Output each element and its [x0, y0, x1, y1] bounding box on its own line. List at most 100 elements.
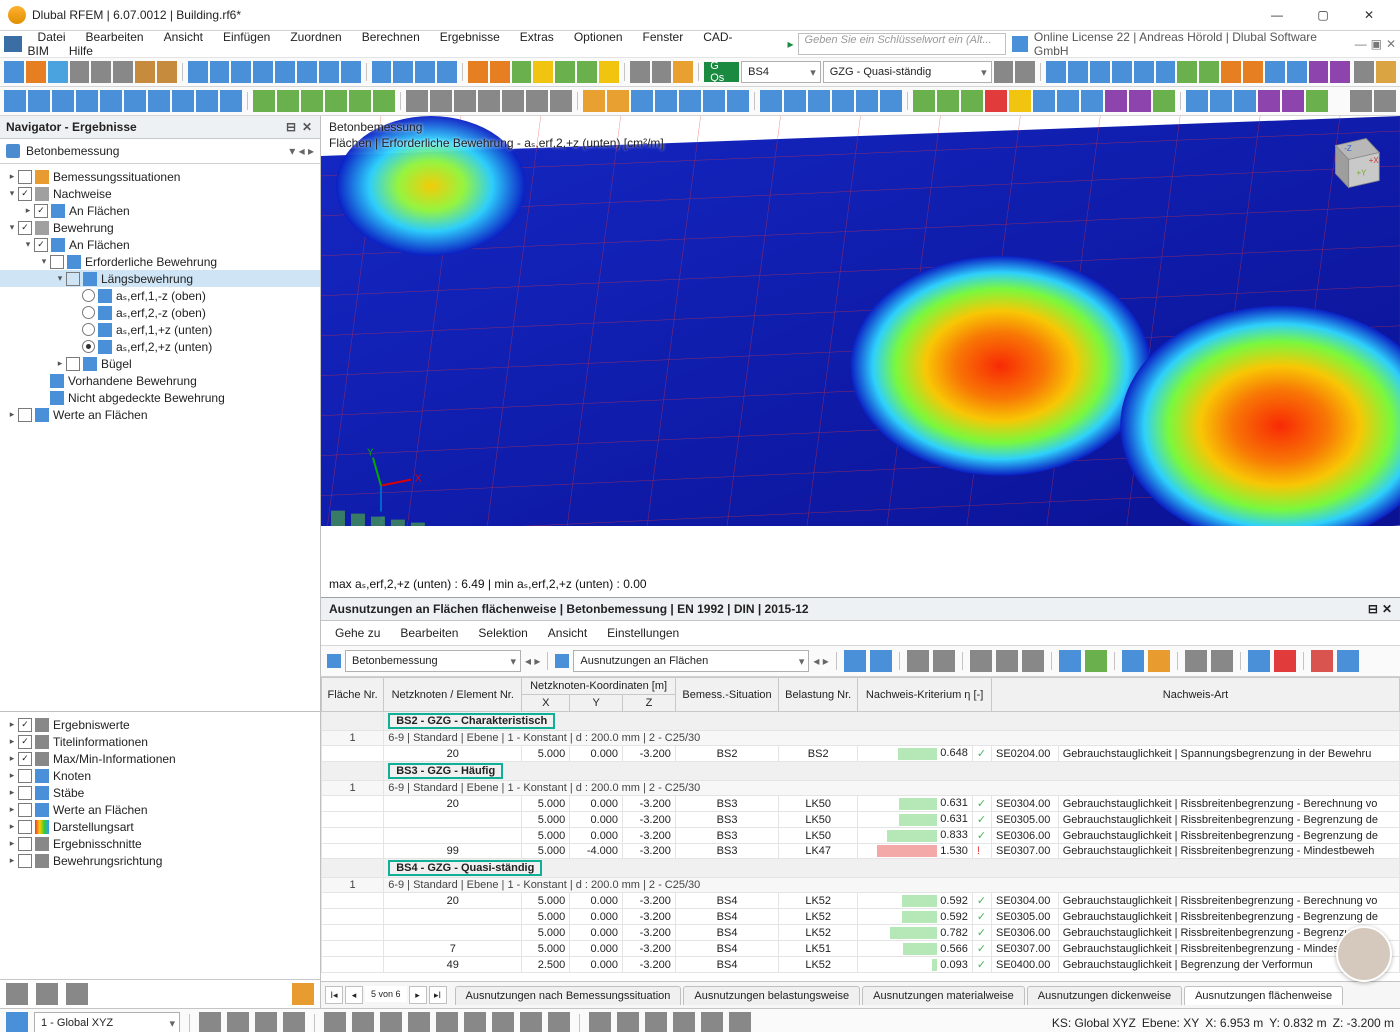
- snap-icon[interactable]: [492, 1012, 514, 1032]
- load-icon[interactable]: [512, 61, 532, 83]
- addon-icon[interactable]: [1258, 90, 1280, 112]
- trans-icon[interactable]: [430, 90, 452, 112]
- snap-icon[interactable]: [655, 90, 677, 112]
- load-icon[interactable]: [599, 61, 619, 83]
- tree-item[interactable]: aₛ,erf,1,-z (oben): [0, 287, 320, 304]
- tool-icon[interactable]: [907, 650, 929, 672]
- trans-icon[interactable]: [478, 90, 500, 112]
- assistant-avatar[interactable]: [1336, 926, 1392, 982]
- view-icon[interactable]: [372, 61, 392, 83]
- menu-bearbeiten[interactable]: Bearbeiten: [76, 30, 154, 44]
- mesh-icon[interactable]: [808, 90, 830, 112]
- display-option[interactable]: ▸Stäbe: [0, 784, 320, 801]
- tool-icon[interactable]: [319, 61, 339, 83]
- tool-icon[interactable]: [341, 61, 361, 83]
- disp-icon[interactable]: [937, 90, 959, 112]
- misc-icon[interactable]: [630, 61, 650, 83]
- geom-icon[interactable]: [220, 90, 242, 112]
- view-icon[interactable]: [393, 61, 413, 83]
- edit-icon[interactable]: [277, 90, 299, 112]
- disp-icon[interactable]: [961, 90, 983, 112]
- wp-icon[interactable]: [255, 1012, 277, 1032]
- tool-icon[interactable]: [253, 61, 273, 83]
- disp-icon[interactable]: [985, 90, 1007, 112]
- edit-icon[interactable]: [253, 90, 275, 112]
- panel-tab[interactable]: Ausnutzungen materialweise: [862, 986, 1025, 1005]
- addon-icon[interactable]: [1234, 90, 1256, 112]
- snap-icon[interactable]: [607, 90, 629, 112]
- menu-fenster[interactable]: Fenster: [633, 30, 694, 44]
- panel-tab[interactable]: Ausnutzungen dickenweise: [1027, 986, 1182, 1005]
- result-icon[interactable]: [1309, 61, 1329, 83]
- clip-icon[interactable]: [996, 650, 1018, 672]
- result-icon[interactable]: [1287, 61, 1307, 83]
- trans-icon[interactable]: [406, 90, 428, 112]
- misc-icon[interactable]: [652, 61, 672, 83]
- tool-icon[interactable]: [231, 61, 251, 83]
- tree-item[interactable]: ▾Erforderliche Bewehrung: [0, 253, 320, 270]
- result-icon[interactable]: [1265, 61, 1285, 83]
- opt-icon[interactable]: [645, 1012, 667, 1032]
- nav-fwd-icon[interactable]: [1374, 90, 1396, 112]
- display-option[interactable]: ▸Ergebnisschnitte: [0, 835, 320, 852]
- mesh-icon[interactable]: [832, 90, 854, 112]
- help-icon[interactable]: ▸: [788, 37, 794, 51]
- mesh-icon[interactable]: [880, 90, 902, 112]
- menu-hilfe[interactable]: Hilfe: [59, 44, 103, 58]
- panel-type-combo[interactable]: Ausnutzungen an Flächen: [573, 650, 809, 672]
- tree-item[interactable]: ▸✓An Flächen: [0, 202, 320, 219]
- open-file-icon[interactable]: [26, 61, 46, 83]
- load-icon[interactable]: [555, 61, 575, 83]
- disp-icon[interactable]: [1129, 90, 1151, 112]
- minimize-button[interactable]: —: [1254, 0, 1300, 30]
- panel-menu-item[interactable]: Ansicht: [538, 626, 597, 640]
- result-icon[interactable]: [1112, 61, 1132, 83]
- next-page-icon[interactable]: ▸: [409, 986, 427, 1004]
- nav-back-icon[interactable]: [1350, 90, 1372, 112]
- menu-zuordnen[interactable]: Zuordnen: [280, 30, 351, 44]
- tree-item[interactable]: ▾Längsbewehrung: [0, 270, 320, 287]
- opt-icon[interactable]: [617, 1012, 639, 1032]
- geom-icon[interactable]: [124, 90, 146, 112]
- pin-icon[interactable]: [292, 983, 314, 1005]
- mdi-close-icon[interactable]: ✕: [1386, 37, 1396, 51]
- panel-menu-item[interactable]: Bearbeiten: [390, 626, 468, 640]
- addon-icon[interactable]: [1210, 90, 1232, 112]
- snap-icon[interactable]: [727, 90, 749, 112]
- opt-icon[interactable]: [589, 1012, 611, 1032]
- clip-icon[interactable]: [1022, 650, 1044, 672]
- funnel-icon[interactable]: [1122, 650, 1144, 672]
- new-file-icon[interactable]: [4, 61, 24, 83]
- collapse-icon[interactable]: [6, 983, 28, 1005]
- panel-menu-item[interactable]: Selektion: [468, 626, 537, 640]
- geom-icon[interactable]: [172, 90, 194, 112]
- mdi-minimize-icon[interactable]: —: [1355, 37, 1367, 51]
- wp-icon[interactable]: [199, 1012, 221, 1032]
- tree-item[interactable]: aₛ,erf,1,+z (unten): [0, 321, 320, 338]
- trans-icon[interactable]: [454, 90, 476, 112]
- next-icon[interactable]: [1015, 61, 1035, 83]
- edit-icon[interactable]: [349, 90, 371, 112]
- disp-icon[interactable]: [1057, 90, 1079, 112]
- calc-button[interactable]: G Qs: [704, 62, 739, 82]
- disp-icon[interactable]: [1081, 90, 1103, 112]
- 3d-viewport[interactable]: X Y Z Betonbemessung Flächen | Erforderl…: [321, 116, 1400, 597]
- menu-berechnen[interactable]: Berechnen: [352, 30, 430, 44]
- addon-icon[interactable]: [1306, 90, 1328, 112]
- tree-item[interactable]: Vorhandene Bewehrung: [0, 372, 320, 389]
- addon-icon[interactable]: [1186, 90, 1208, 112]
- help-icon[interactable]: [1337, 650, 1359, 672]
- menu-ergebnisse[interactable]: Ergebnisse: [430, 30, 510, 44]
- case-combo[interactable]: GZG - Quasi-ständig: [823, 61, 992, 83]
- browser-icon[interactable]: [1248, 650, 1270, 672]
- display-option[interactable]: ▸Bewehrungsrichtung: [0, 852, 320, 869]
- edit-icon[interactable]: [301, 90, 323, 112]
- display-option[interactable]: ▸✓Titelinformationen: [0, 733, 320, 750]
- disp-icon[interactable]: [1009, 90, 1031, 112]
- trans-icon[interactable]: [526, 90, 548, 112]
- display-option[interactable]: ▸✓Ergebniswerte: [0, 716, 320, 733]
- geom-icon[interactable]: [76, 90, 98, 112]
- app-menu-icon[interactable]: [4, 36, 22, 52]
- load-combo[interactable]: BS4: [741, 61, 821, 83]
- workplane-combo[interactable]: 1 - Global XYZ: [34, 1012, 180, 1032]
